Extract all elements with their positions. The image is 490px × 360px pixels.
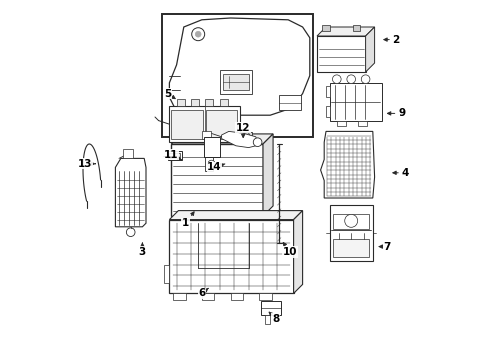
Text: 5: 5 bbox=[164, 89, 175, 99]
Text: 12: 12 bbox=[236, 123, 250, 138]
Bar bbox=[333, 239, 369, 257]
Polygon shape bbox=[263, 134, 273, 216]
Circle shape bbox=[192, 28, 205, 41]
Circle shape bbox=[126, 228, 135, 237]
Bar bbox=[171, 144, 263, 216]
Circle shape bbox=[253, 138, 262, 147]
Bar bbox=[206, 110, 238, 139]
Text: 14: 14 bbox=[207, 162, 225, 172]
Bar bbox=[322, 25, 330, 31]
Circle shape bbox=[183, 133, 191, 140]
Text: 7: 7 bbox=[379, 242, 391, 252]
Bar bbox=[333, 214, 369, 229]
Text: 8: 8 bbox=[269, 312, 279, 324]
Circle shape bbox=[243, 132, 250, 139]
Bar bbox=[337, 121, 346, 126]
Bar bbox=[317, 36, 366, 72]
Circle shape bbox=[361, 75, 370, 84]
Bar bbox=[173, 293, 186, 300]
Polygon shape bbox=[170, 18, 310, 115]
Bar bbox=[358, 121, 368, 126]
Text: 10: 10 bbox=[283, 243, 297, 257]
Bar bbox=[180, 132, 194, 140]
Bar bbox=[162, 14, 314, 137]
Circle shape bbox=[333, 75, 341, 84]
Bar bbox=[168, 151, 182, 160]
Polygon shape bbox=[221, 131, 258, 148]
Polygon shape bbox=[170, 211, 303, 220]
Bar bbox=[170, 220, 294, 293]
Polygon shape bbox=[320, 131, 374, 198]
Bar bbox=[330, 83, 382, 121]
Polygon shape bbox=[171, 134, 273, 144]
Bar bbox=[176, 99, 185, 106]
Text: 1: 1 bbox=[182, 212, 194, 228]
Text: 4: 4 bbox=[393, 168, 409, 178]
Text: 3: 3 bbox=[139, 243, 146, 257]
Bar bbox=[164, 265, 170, 283]
Bar bbox=[279, 95, 301, 110]
Bar bbox=[240, 132, 252, 139]
Bar bbox=[205, 157, 213, 171]
Text: 6: 6 bbox=[198, 288, 208, 298]
Circle shape bbox=[347, 75, 356, 84]
Circle shape bbox=[345, 214, 358, 227]
Bar bbox=[191, 99, 199, 106]
Bar bbox=[231, 293, 243, 300]
Polygon shape bbox=[366, 27, 374, 72]
Bar bbox=[259, 293, 272, 300]
Bar bbox=[265, 315, 270, 324]
Bar bbox=[330, 205, 373, 261]
Bar bbox=[220, 70, 252, 94]
Text: 11: 11 bbox=[164, 150, 181, 160]
Text: 2: 2 bbox=[384, 35, 400, 45]
Bar bbox=[204, 137, 220, 157]
Circle shape bbox=[196, 31, 201, 37]
Bar bbox=[223, 74, 248, 90]
Bar bbox=[353, 25, 360, 31]
Polygon shape bbox=[294, 211, 303, 293]
Bar bbox=[202, 293, 215, 300]
Bar bbox=[220, 99, 228, 106]
Text: 13: 13 bbox=[77, 159, 96, 169]
Bar bbox=[170, 153, 180, 158]
Circle shape bbox=[208, 160, 215, 167]
Bar bbox=[202, 131, 211, 139]
Bar bbox=[122, 149, 133, 158]
Polygon shape bbox=[116, 158, 146, 227]
Bar bbox=[261, 301, 281, 315]
Text: 9: 9 bbox=[388, 108, 405, 118]
Bar bbox=[326, 86, 330, 97]
Bar bbox=[170, 106, 240, 142]
Polygon shape bbox=[317, 27, 374, 36]
Bar bbox=[326, 106, 330, 117]
Bar bbox=[171, 110, 203, 139]
Bar bbox=[205, 99, 213, 106]
